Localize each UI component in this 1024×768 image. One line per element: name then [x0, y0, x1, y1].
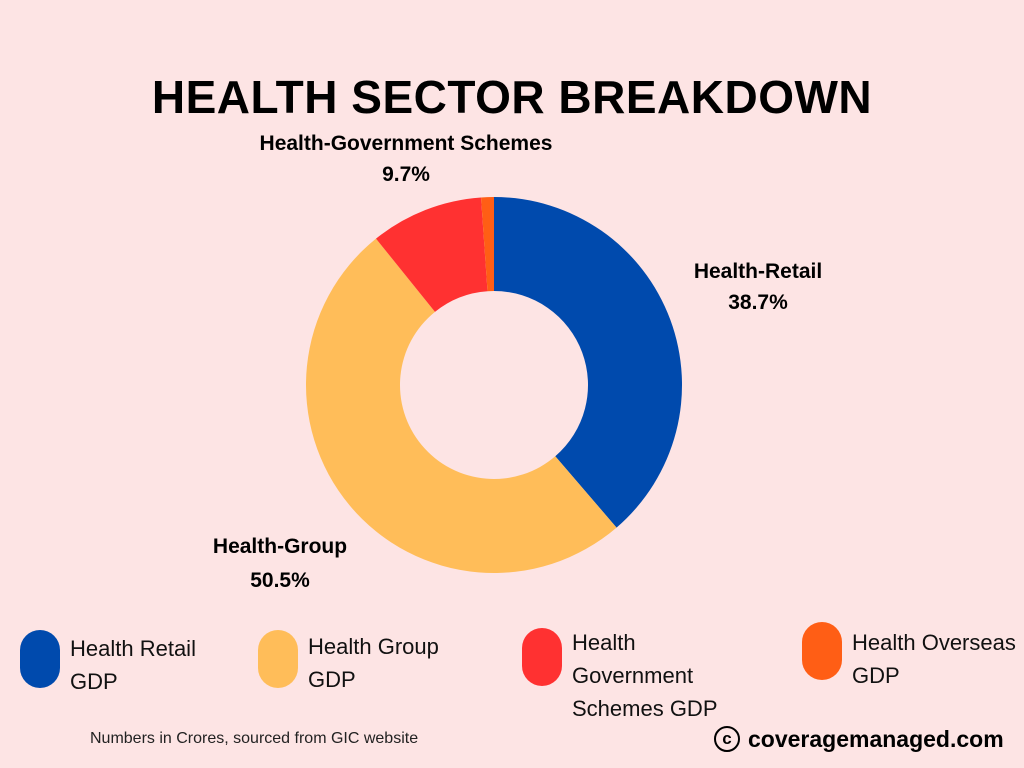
- legend-label-retail: Health Retail GDP: [70, 636, 196, 694]
- legend-label-overseas: Health Overseas GDP: [852, 630, 1016, 688]
- label-group-pct: 50.5%: [250, 569, 310, 592]
- brand: c coveragemanaged.com: [714, 722, 1004, 756]
- footnote: Numbers in Crores, sourced from GIC webs…: [90, 730, 419, 747]
- legend-swatch-group: [258, 630, 298, 688]
- slice-group: [305, 238, 617, 574]
- label-retail: Health-Retail 38.7%: [668, 256, 848, 318]
- slice-retail: [494, 197, 682, 528]
- slice-gov-schemes: [375, 197, 488, 312]
- legend-label-group: Health Group GDP: [308, 634, 439, 692]
- label-group: Health-Group 50.5%: [190, 530, 370, 598]
- label-retail-pct: 38.7%: [728, 291, 788, 314]
- label-group-name: Health-Group: [212, 535, 348, 558]
- label-gov-name: Health-Government Schemes: [259, 132, 553, 155]
- label-retail-name: Health-Retail: [693, 260, 823, 283]
- legend-swatch-overseas: [802, 622, 842, 680]
- legend-label-gov: Health Government Schemes GDP: [572, 630, 718, 721]
- slice-overseas: [481, 197, 494, 292]
- copyright-icon: c: [714, 726, 740, 752]
- label-gov-pct: 9.7%: [382, 163, 430, 186]
- brand-name: coveragemanaged.com: [748, 725, 1004, 752]
- legend-swatch-gov: [522, 628, 562, 686]
- legend-swatch-retail: [20, 630, 60, 688]
- label-gov-schemes: Health-Government Schemes 9.7%: [226, 128, 586, 190]
- chart-title: HEALTH SECTOR BREAKDOWN: [151, 71, 873, 123]
